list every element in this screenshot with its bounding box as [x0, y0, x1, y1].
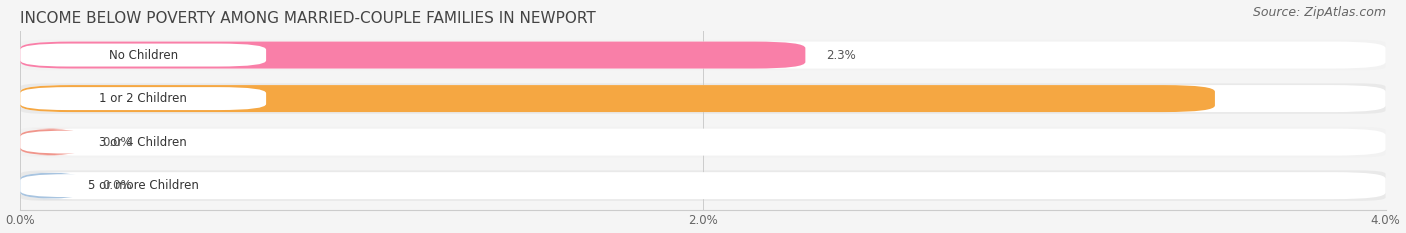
FancyBboxPatch shape	[20, 87, 266, 110]
FancyBboxPatch shape	[20, 127, 1385, 157]
Text: 0.0%: 0.0%	[103, 136, 132, 149]
Text: 3.5%: 3.5%	[1326, 92, 1358, 105]
FancyBboxPatch shape	[20, 40, 1385, 70]
Text: INCOME BELOW POVERTY AMONG MARRIED-COUPLE FAMILIES IN NEWPORT: INCOME BELOW POVERTY AMONG MARRIED-COUPL…	[20, 11, 596, 26]
FancyBboxPatch shape	[20, 41, 806, 69]
Text: Source: ZipAtlas.com: Source: ZipAtlas.com	[1253, 6, 1385, 19]
FancyBboxPatch shape	[20, 170, 1385, 201]
Text: 0.0%: 0.0%	[103, 179, 132, 192]
Text: 5 or more Children: 5 or more Children	[87, 179, 198, 192]
FancyBboxPatch shape	[20, 85, 1385, 112]
FancyBboxPatch shape	[20, 174, 266, 197]
FancyBboxPatch shape	[20, 129, 1385, 156]
Text: 2.3%: 2.3%	[825, 48, 856, 62]
FancyBboxPatch shape	[20, 83, 1385, 114]
FancyBboxPatch shape	[20, 44, 266, 67]
FancyBboxPatch shape	[20, 41, 1385, 69]
FancyBboxPatch shape	[20, 172, 1385, 199]
FancyBboxPatch shape	[20, 129, 82, 156]
Text: 1 or 2 Children: 1 or 2 Children	[100, 92, 187, 105]
Text: 3 or 4 Children: 3 or 4 Children	[100, 136, 187, 149]
Text: No Children: No Children	[108, 48, 177, 62]
FancyBboxPatch shape	[20, 131, 266, 154]
FancyBboxPatch shape	[20, 85, 1215, 112]
FancyBboxPatch shape	[20, 172, 82, 199]
